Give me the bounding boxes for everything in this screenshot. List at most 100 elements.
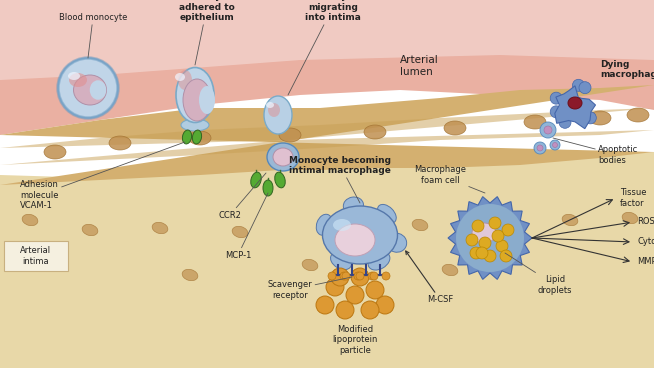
Ellipse shape (264, 96, 292, 134)
Text: Blood monocyte: Blood monocyte (59, 13, 127, 58)
Ellipse shape (273, 148, 293, 166)
Text: Lipid
droplets: Lipid droplets (505, 253, 572, 295)
Circle shape (472, 220, 484, 232)
Circle shape (368, 272, 376, 280)
Ellipse shape (199, 86, 215, 114)
Ellipse shape (627, 108, 649, 122)
Circle shape (376, 296, 394, 314)
Ellipse shape (73, 75, 107, 105)
Text: Apoptotic
bodies: Apoptotic bodies (553, 138, 638, 165)
Circle shape (537, 145, 543, 151)
Circle shape (366, 281, 384, 299)
Ellipse shape (364, 125, 386, 139)
Ellipse shape (22, 214, 38, 226)
Polygon shape (0, 0, 654, 135)
Circle shape (550, 140, 560, 150)
Circle shape (470, 247, 482, 259)
Ellipse shape (44, 145, 66, 159)
FancyBboxPatch shape (4, 241, 68, 271)
Ellipse shape (189, 131, 211, 145)
Circle shape (550, 106, 562, 118)
Circle shape (579, 82, 591, 94)
Circle shape (328, 272, 336, 280)
Ellipse shape (472, 223, 496, 243)
Ellipse shape (279, 128, 301, 142)
Circle shape (361, 301, 379, 319)
Ellipse shape (250, 172, 261, 188)
Ellipse shape (82, 224, 98, 236)
Circle shape (354, 272, 362, 280)
Ellipse shape (332, 222, 348, 234)
Ellipse shape (387, 233, 407, 252)
Ellipse shape (442, 264, 458, 276)
Ellipse shape (622, 212, 638, 224)
Polygon shape (0, 108, 654, 165)
Ellipse shape (412, 219, 428, 231)
Ellipse shape (377, 204, 396, 223)
Ellipse shape (589, 111, 611, 125)
Ellipse shape (562, 214, 578, 226)
Ellipse shape (109, 136, 131, 150)
Ellipse shape (317, 214, 332, 235)
Circle shape (340, 272, 348, 280)
Circle shape (356, 272, 364, 280)
Circle shape (559, 116, 571, 128)
Text: ROS: ROS (637, 217, 654, 226)
Ellipse shape (343, 197, 364, 214)
Circle shape (492, 230, 504, 242)
Text: MCP-1: MCP-1 (225, 193, 268, 259)
Text: Arterial
intima: Arterial intima (20, 246, 52, 266)
Ellipse shape (444, 121, 466, 135)
Polygon shape (448, 197, 532, 279)
Ellipse shape (268, 103, 280, 117)
Text: Monocyte
migrating
into intima: Monocyte migrating into intima (288, 0, 361, 95)
Ellipse shape (182, 130, 192, 144)
Ellipse shape (176, 67, 214, 123)
Text: Tissue
factor: Tissue factor (620, 188, 647, 208)
Text: Monocyte
adhered to
epithelium: Monocyte adhered to epithelium (179, 0, 235, 65)
Text: MMPs: MMPs (637, 258, 654, 266)
Ellipse shape (568, 97, 582, 109)
Text: Modified
lipoprotein
particle: Modified lipoprotein particle (332, 325, 378, 355)
Ellipse shape (267, 143, 299, 171)
Circle shape (489, 217, 501, 229)
Ellipse shape (492, 216, 508, 228)
Circle shape (466, 234, 478, 246)
Ellipse shape (69, 73, 87, 87)
Text: Arterial
lumen: Arterial lumen (400, 55, 439, 77)
Polygon shape (0, 0, 654, 80)
Circle shape (382, 272, 390, 280)
Text: M-CSF: M-CSF (405, 251, 453, 304)
Polygon shape (555, 86, 596, 129)
Circle shape (553, 142, 557, 148)
Circle shape (496, 240, 508, 252)
Ellipse shape (181, 119, 209, 131)
Circle shape (331, 268, 349, 286)
Text: Cytokines: Cytokines (637, 237, 654, 247)
Circle shape (346, 286, 364, 304)
Circle shape (502, 224, 514, 236)
Ellipse shape (524, 115, 546, 129)
Text: Dying
macrophage: Dying macrophage (600, 60, 654, 79)
Circle shape (476, 247, 488, 259)
Circle shape (342, 272, 350, 280)
Circle shape (572, 79, 585, 91)
Ellipse shape (333, 219, 351, 231)
Circle shape (370, 272, 378, 280)
Ellipse shape (175, 73, 185, 81)
Ellipse shape (275, 172, 285, 188)
Ellipse shape (183, 79, 211, 121)
Ellipse shape (368, 252, 390, 270)
Ellipse shape (232, 226, 248, 238)
Circle shape (316, 296, 334, 314)
Ellipse shape (152, 222, 168, 234)
Text: Macrophage
foam cell: Macrophage foam cell (414, 165, 485, 193)
Ellipse shape (192, 130, 201, 144)
Text: Scavenger
receptor: Scavenger receptor (267, 277, 352, 300)
Ellipse shape (266, 102, 274, 108)
Text: CCR2: CCR2 (218, 173, 266, 219)
Ellipse shape (263, 180, 273, 196)
Circle shape (336, 301, 354, 319)
Circle shape (456, 204, 524, 272)
Ellipse shape (90, 80, 106, 100)
